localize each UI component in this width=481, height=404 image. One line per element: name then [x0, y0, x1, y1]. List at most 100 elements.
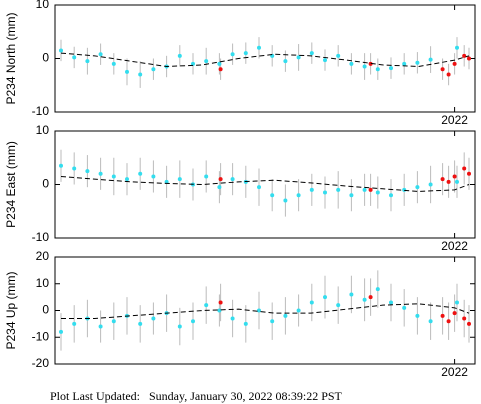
data-point	[467, 321, 471, 326]
data-point	[440, 67, 445, 72]
data-point	[72, 321, 77, 326]
data-point	[283, 313, 288, 318]
data-point	[151, 316, 156, 321]
x-tick-label: 2022	[441, 239, 468, 253]
data-point	[440, 313, 445, 318]
data-point	[125, 69, 129, 74]
y-tick-label: 0	[42, 303, 49, 317]
data-point	[368, 295, 373, 300]
data-point	[111, 174, 116, 179]
data-point	[218, 67, 223, 72]
y-tick-label: -10	[32, 104, 50, 118]
data-point	[151, 174, 156, 179]
data-point	[138, 321, 143, 326]
data-point	[59, 163, 63, 168]
data-point	[230, 52, 235, 57]
data-point	[402, 187, 407, 192]
data-point	[270, 193, 275, 198]
y-tick-label: 10	[36, 0, 50, 11]
data-point	[177, 177, 182, 182]
data-point	[428, 57, 433, 62]
data-point	[230, 316, 235, 321]
data-point	[462, 166, 467, 171]
y-tick-label: 20	[36, 249, 50, 263]
data-point	[323, 58, 327, 63]
data-point	[138, 72, 143, 77]
data-point	[389, 66, 393, 71]
y-tick-label: -10	[32, 230, 50, 244]
data-point	[204, 174, 209, 179]
data-point	[309, 187, 314, 192]
data-point	[362, 297, 367, 302]
data-point	[111, 61, 116, 66]
data-point	[283, 198, 288, 203]
plot-frame	[54, 256, 476, 365]
data-point	[218, 300, 223, 305]
data-point	[217, 308, 222, 313]
data-point	[257, 45, 261, 50]
data-point	[349, 61, 354, 66]
data-point	[309, 51, 314, 56]
data-point	[243, 51, 248, 56]
data-point	[257, 185, 261, 190]
y-tick-label: -10	[32, 329, 50, 343]
data-point	[296, 193, 301, 198]
data-point	[415, 313, 420, 318]
trend-line	[61, 303, 470, 320]
data-point	[59, 48, 63, 53]
data-point	[389, 193, 393, 198]
trend-line	[60, 175, 470, 192]
data-point	[111, 319, 116, 324]
data-point	[323, 295, 327, 300]
data-point	[402, 61, 407, 66]
data-point	[415, 60, 420, 65]
x-tick-label: 2022	[441, 365, 468, 379]
data-point	[191, 61, 195, 66]
data-point	[446, 179, 451, 184]
data-point	[217, 61, 222, 66]
data-point	[336, 187, 341, 192]
data-point	[177, 53, 182, 58]
y-axis-label: P234 East (mm)	[4, 141, 18, 228]
data-point	[204, 303, 209, 308]
data-point	[455, 300, 459, 305]
plot-frame	[54, 4, 476, 113]
data-point	[85, 59, 90, 64]
data-point	[446, 319, 451, 324]
data-point	[446, 72, 451, 77]
data-point	[204, 59, 209, 64]
data-point	[452, 311, 457, 316]
data-point	[309, 300, 314, 305]
data-point	[336, 303, 341, 308]
plot-frame	[54, 130, 476, 239]
data-point	[375, 287, 380, 292]
data-point	[368, 61, 373, 66]
data-point	[462, 316, 467, 321]
data-point	[72, 55, 77, 60]
data-point	[296, 308, 301, 313]
data-point	[349, 193, 354, 198]
data-point	[375, 190, 380, 195]
data-point	[389, 300, 393, 305]
data-point	[402, 305, 407, 310]
footer: Plot Last Updated: Sunday, January 30, 2…	[50, 389, 343, 403]
data-point	[428, 319, 433, 324]
data-point	[217, 185, 222, 190]
data-point	[218, 177, 223, 182]
data-point	[362, 64, 367, 69]
data-point	[164, 179, 169, 184]
data-point	[98, 171, 103, 176]
data-point	[230, 177, 235, 182]
data-point	[243, 321, 248, 326]
data-point	[440, 177, 445, 182]
y-axis-label: P234 Up (mm)	[4, 271, 18, 349]
data-point	[283, 59, 288, 64]
data-point	[455, 45, 459, 50]
data-point	[368, 187, 373, 192]
x-tick-label: 2022	[441, 113, 468, 127]
data-point	[452, 174, 457, 179]
y-tick-label: 10	[36, 276, 50, 290]
data-point	[362, 187, 367, 192]
data-point	[151, 67, 156, 72]
